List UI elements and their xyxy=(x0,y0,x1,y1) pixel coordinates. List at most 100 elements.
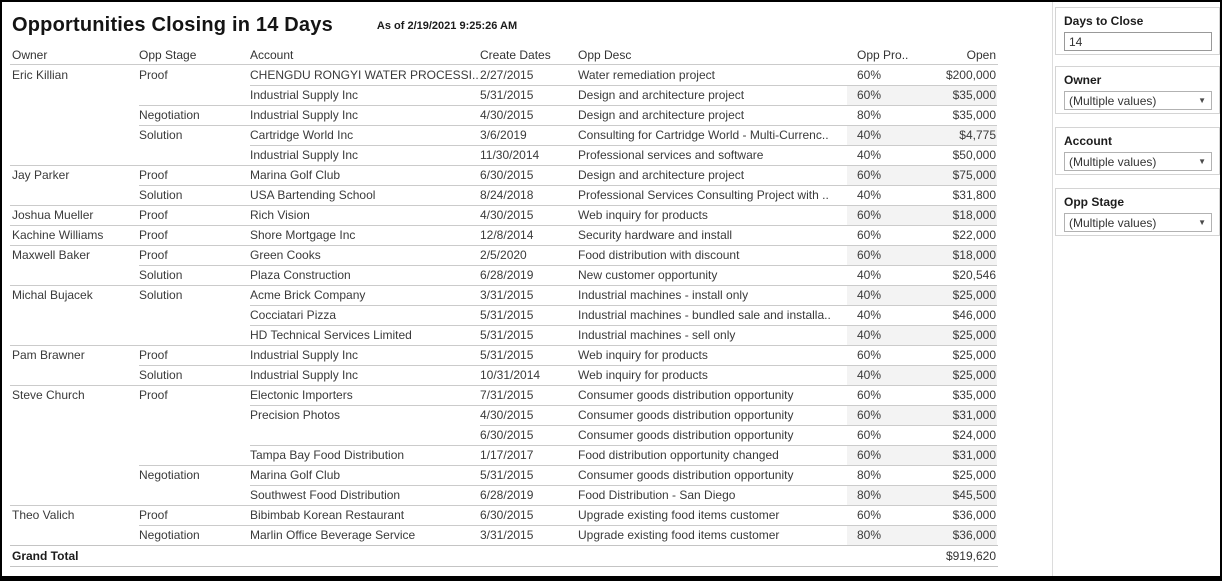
cell-open[interactable]: $18,000 xyxy=(952,208,996,222)
cell-date[interactable]: 4/30/2015 xyxy=(480,408,534,422)
cell-open[interactable]: $25,000 xyxy=(952,348,996,362)
cell-date[interactable]: 3/31/2015 xyxy=(480,288,534,302)
cell-date[interactable]: 6/28/2019 xyxy=(480,488,534,502)
cell-stage[interactable]: Proof xyxy=(139,208,168,222)
column-header-opp-prob[interactable]: Opp Pro.. xyxy=(857,48,909,62)
cell-desc[interactable]: Professional services and software xyxy=(578,148,764,162)
cell-date[interactable]: 6/30/2015 xyxy=(480,508,534,522)
cell-account[interactable]: Electonic Importers xyxy=(250,388,353,402)
owner-filter-dropdown[interactable]: (Multiple values) ▼ xyxy=(1064,91,1212,110)
cell-stage[interactable]: Proof xyxy=(139,68,168,82)
cell-owner[interactable]: Maxwell Baker xyxy=(12,248,91,262)
cell-prob[interactable]: 80% xyxy=(857,108,882,122)
cell-open[interactable]: $31,000 xyxy=(952,448,996,462)
cell-open[interactable]: $4,775 xyxy=(959,128,996,142)
cell-owner[interactable]: Joshua Mueller xyxy=(12,208,94,222)
cell-account[interactable]: Green Cooks xyxy=(250,248,321,262)
cell-account[interactable]: Shore Mortgage Inc xyxy=(250,228,356,242)
cell-prob[interactable]: 40% xyxy=(857,368,882,382)
cell-account[interactable]: CHENGDU RONGYI WATER PROCESSI.. xyxy=(250,68,478,82)
cell-desc[interactable]: Food Distribution - San Diego xyxy=(578,488,736,502)
cell-stage[interactable]: Solution xyxy=(139,128,183,142)
cell-prob[interactable]: 40% xyxy=(857,148,882,162)
cell-date[interactable]: 6/28/2019 xyxy=(480,268,534,282)
cell-prob[interactable]: 60% xyxy=(857,168,882,182)
cell-open[interactable]: $25,000 xyxy=(952,468,996,482)
cell-account[interactable]: Cartridge World Inc xyxy=(250,128,354,142)
cell-account[interactable]: Southwest Food Distribution xyxy=(250,488,401,502)
cell-desc[interactable]: New customer opportunity xyxy=(578,268,718,282)
cell-account[interactable]: USA Bartending School xyxy=(250,188,376,202)
cell-desc[interactable]: Industrial machines - sell only xyxy=(578,328,736,342)
cell-stage[interactable]: Solution xyxy=(139,188,183,202)
cell-prob[interactable]: 60% xyxy=(857,508,882,522)
cell-desc[interactable]: Web inquiry for products xyxy=(578,368,708,382)
cell-date[interactable]: 6/30/2015 xyxy=(480,428,534,442)
cell-stage[interactable]: Solution xyxy=(139,268,183,282)
cell-prob[interactable]: 60% xyxy=(857,88,882,102)
cell-desc[interactable]: Water remediation project xyxy=(578,68,715,82)
cell-desc[interactable]: Web inquiry for products xyxy=(578,348,708,362)
cell-account[interactable]: Industrial Supply Inc xyxy=(250,348,359,362)
cell-desc[interactable]: Consumer goods distribution opportunity xyxy=(578,428,794,442)
cell-date[interactable]: 5/31/2015 xyxy=(480,308,534,322)
cell-date[interactable]: 3/6/2019 xyxy=(480,128,527,142)
cell-stage[interactable]: Negotiation xyxy=(139,468,200,482)
cell-open[interactable]: $35,000 xyxy=(952,88,996,102)
cell-prob[interactable]: 80% xyxy=(857,488,882,502)
cell-stage[interactable]: Proof xyxy=(139,168,168,182)
cell-open[interactable]: $25,000 xyxy=(952,328,996,342)
cell-open[interactable]: $22,000 xyxy=(952,228,996,242)
cell-desc[interactable]: Industrial machines - install only xyxy=(578,288,749,302)
cell-prob[interactable]: 40% xyxy=(857,128,882,142)
cell-open[interactable]: $20,546 xyxy=(952,268,996,282)
cell-account[interactable]: Acme Brick Company xyxy=(250,288,366,302)
cell-date[interactable]: 11/30/2014 xyxy=(480,148,540,162)
cell-desc[interactable]: Professional Services Consulting Project… xyxy=(578,188,829,202)
chevron-down-icon[interactable]: ▼ xyxy=(1198,95,1206,105)
cell-prob[interactable]: 60% xyxy=(857,248,882,262)
cell-open[interactable]: $75,000 xyxy=(952,168,996,182)
column-header-opp-stage[interactable]: Opp Stage xyxy=(139,48,197,62)
column-header-account[interactable]: Account xyxy=(250,48,294,62)
cell-account[interactable]: Rich Vision xyxy=(250,208,310,222)
cell-prob[interactable]: 80% xyxy=(857,468,882,482)
cell-desc[interactable]: Consulting for Cartridge World - Multi-C… xyxy=(578,128,829,142)
cell-prob[interactable]: 60% xyxy=(857,388,882,402)
cell-open[interactable]: $200,000 xyxy=(945,68,996,82)
cell-open[interactable]: $36,000 xyxy=(952,508,996,522)
cell-stage[interactable]: Proof xyxy=(139,388,168,402)
cell-open[interactable]: $24,000 xyxy=(952,428,996,442)
cell-prob[interactable]: 40% xyxy=(857,308,882,322)
cell-desc[interactable]: Web inquiry for products xyxy=(578,208,708,222)
cell-open[interactable]: $35,000 xyxy=(952,108,996,122)
cell-owner[interactable]: Steve Church xyxy=(12,388,85,402)
cell-open[interactable]: $31,000 xyxy=(952,408,996,422)
cell-account[interactable]: Industrial Supply Inc xyxy=(250,368,359,382)
cell-open[interactable]: $18,000 xyxy=(952,248,996,262)
cell-stage[interactable]: Negotiation xyxy=(139,528,200,542)
cell-date[interactable]: 3/31/2015 xyxy=(480,528,534,542)
cell-prob[interactable]: 60% xyxy=(857,208,882,222)
cell-owner[interactable]: Kachine Williams xyxy=(12,228,104,242)
cell-desc[interactable]: Upgrade existing food items customer xyxy=(578,508,780,522)
cell-desc[interactable]: Consumer goods distribution opportunity xyxy=(578,408,794,422)
cell-account[interactable]: Precision Photos xyxy=(250,408,341,422)
cell-desc[interactable]: Upgrade existing food items customer xyxy=(578,528,780,542)
cell-account[interactable]: Marina Golf Club xyxy=(250,468,341,482)
cell-prob[interactable]: 60% xyxy=(857,68,882,82)
cell-prob[interactable]: 40% xyxy=(857,328,882,342)
cell-stage[interactable]: Proof xyxy=(139,228,168,242)
cell-date[interactable]: 4/30/2015 xyxy=(480,208,534,222)
column-header-owner[interactable]: Owner xyxy=(12,48,48,62)
cell-open[interactable]: $36,000 xyxy=(952,528,996,542)
cell-account[interactable]: Industrial Supply Inc xyxy=(250,88,359,102)
cell-date[interactable]: 8/24/2018 xyxy=(480,188,534,202)
cell-open[interactable]: $31,800 xyxy=(952,188,996,202)
cell-open[interactable]: $25,000 xyxy=(952,368,996,382)
account-filter-dropdown[interactable]: (Multiple values) ▼ xyxy=(1064,152,1212,171)
cell-stage[interactable]: Proof xyxy=(139,348,168,362)
cell-open[interactable]: $50,000 xyxy=(952,148,996,162)
column-header-opp-desc[interactable]: Opp Desc xyxy=(578,48,632,62)
cell-owner[interactable]: Pam Brawner xyxy=(12,348,85,362)
